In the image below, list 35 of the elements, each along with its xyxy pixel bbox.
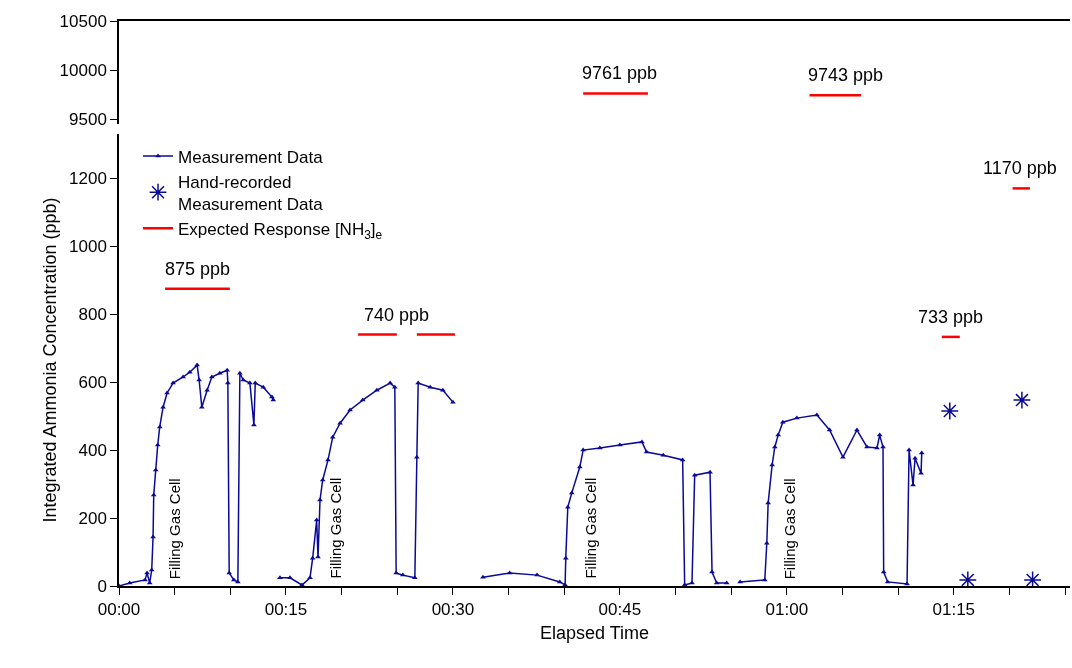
legend-label: Hand-recorded Measurement Data [178, 172, 324, 214]
y-axis-title: Integrated Ammonia Concentration (ppb) [39, 197, 60, 523]
y-tick-label: 400 [78, 441, 107, 461]
y-tick-label: 0 [97, 576, 107, 596]
annotation: Filling Gas Cell [326, 477, 344, 579]
annotation: 875 ppb [165, 259, 231, 279]
x-axis-title: Elapsed Time [539, 622, 650, 643]
y-tick-label: 10500 [59, 11, 107, 31]
legend-label: Measurement Data [178, 147, 324, 167]
x-tick-label: 00:30 [431, 600, 475, 620]
annotation: Filling Gas Cell [781, 478, 799, 580]
annotation: 733 ppb [918, 307, 984, 327]
point [1012, 390, 1032, 410]
y-tick-label: 200 [78, 508, 107, 528]
y-tick-label: 600 [78, 373, 107, 393]
x-tick-label: 01:15 [932, 600, 976, 620]
point [1023, 570, 1042, 586]
annotation: 9743 ppb [808, 65, 884, 85]
y-tick-label: 800 [78, 305, 107, 325]
point [958, 570, 977, 586]
x-tick-label: 00:45 [598, 600, 642, 620]
y-tick-label: 9500 [69, 110, 107, 130]
x-tick-label: 00:15 [264, 600, 308, 620]
x-tick-label: 00:00 [97, 600, 141, 620]
y-tick-label: 1000 [69, 237, 107, 257]
point [940, 401, 959, 421]
y-tick-label: 10000 [59, 61, 107, 80]
y-tick-label: 1200 [69, 169, 107, 189]
annotation: Filling Gas Cell [581, 477, 599, 579]
annotation: Filling Gas Cell [166, 478, 184, 580]
annotation: 1170 ppb [983, 158, 1057, 178]
legend-label: Expected Response [NH$_{3}$]$_{e}$ [178, 220, 383, 242]
annotation: 740 ppb [364, 305, 430, 325]
annotation: 9761 ppb [582, 63, 658, 83]
x-tick-label: 01:00 [765, 600, 809, 620]
